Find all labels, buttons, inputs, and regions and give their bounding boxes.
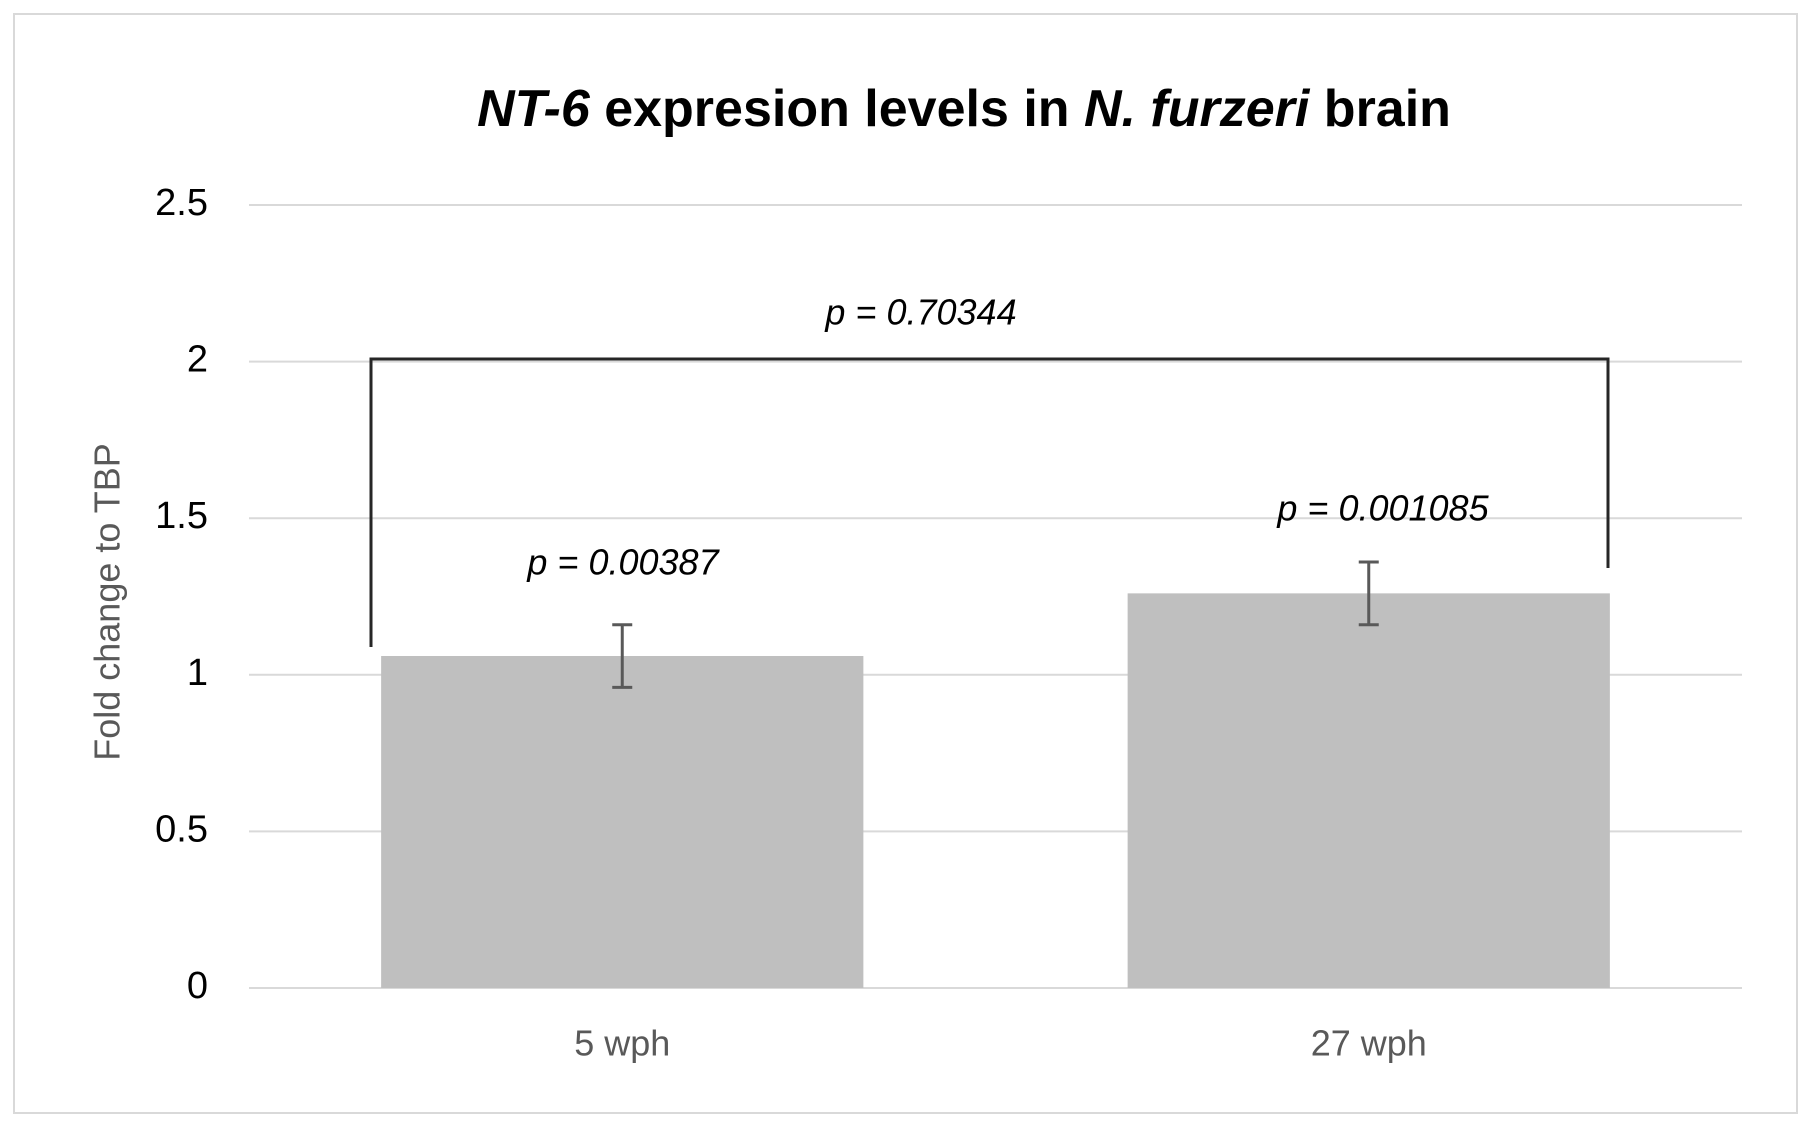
- title-part: N. furzeri: [1084, 80, 1311, 138]
- annotation: p = 0.001085: [1276, 488, 1489, 529]
- y-tick-label: 2.5: [155, 182, 208, 224]
- title-part: brain: [1309, 80, 1451, 138]
- annotation: p = 0.00387: [526, 542, 720, 583]
- annotation: p = 0.70344: [824, 292, 1016, 333]
- title-part: expresion levels in: [590, 80, 1084, 138]
- bar: [381, 656, 864, 988]
- bar: [1127, 593, 1610, 988]
- y-tick-label: 2: [187, 339, 208, 381]
- x-tick-label: 5 wph: [574, 1023, 670, 1064]
- title-part: NT-6: [477, 80, 591, 138]
- y-tick-label: 1: [187, 652, 208, 694]
- y-axis-label: Fold change to TBP: [87, 443, 128, 761]
- significance-bracket: [369, 357, 1610, 647]
- y-tick-label: 1.5: [155, 495, 208, 537]
- y-tick-label: 0: [187, 965, 208, 1007]
- x-tick-label: 27 wph: [1311, 1023, 1427, 1064]
- chart-title: NT-6 expresion levels in N. furzeri brai…: [477, 80, 1451, 138]
- y-tick-label: 0.5: [155, 808, 208, 850]
